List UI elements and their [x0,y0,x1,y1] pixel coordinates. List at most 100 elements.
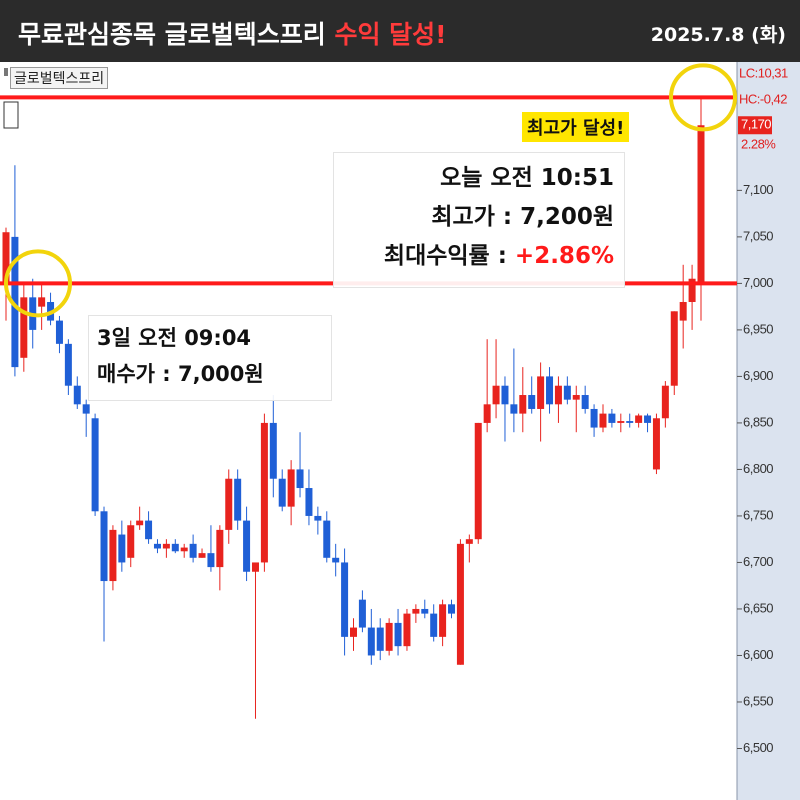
y-tick-label: 6,650 [743,600,773,615]
candle-body [563,385,571,400]
y-tick-label: 6,850 [743,414,773,429]
candle-body [679,301,687,321]
candle-body [73,385,81,405]
candle-body [136,520,144,526]
candle-body [100,511,108,582]
candle-body [546,376,554,405]
candle-body [385,622,393,651]
candle-body [599,413,607,428]
candle-body [635,415,643,423]
candle-body [697,125,705,284]
candle-body [590,408,598,428]
candle-body [439,604,447,637]
tab-label[interactable]: 글로벌텍스프리 [10,67,109,89]
buy-price: 매수가 : 7,000원 [97,362,264,386]
header-title: 무료관심종목 글로벌텍스프리 수익 달성! [18,15,447,51]
candle-body [652,418,660,470]
candle-body [198,553,206,558]
candle-body [430,613,438,637]
candle-body [278,478,286,507]
candle-body [528,395,536,409]
candle-body [207,553,215,568]
candle-body [367,627,375,656]
axis-bg [737,62,800,800]
y-tick-label: 6,800 [743,461,773,476]
candle-body [38,297,46,307]
candle-body [171,543,179,552]
candle-body [145,520,153,540]
candle-body [617,421,625,423]
candle-body [55,320,63,344]
title-highlight: 수익 달성! [334,20,447,49]
y-tick-label: 7,000 [743,275,773,290]
sell-price: 최고가 : 7,200원 [431,204,614,230]
candle-body [554,385,562,405]
candle-body [350,627,357,637]
candle-body [403,613,411,647]
highlight-circle [669,63,737,132]
icon [4,68,8,76]
candle-body [661,385,669,419]
candle-body [216,529,224,568]
candle-body [162,543,170,549]
last-change-label: 2.28% [741,137,776,152]
last-price-label: 7,170 [741,117,771,132]
return-label: 최대수익률 : [383,243,507,269]
return-value: +2.86% [514,243,614,269]
candle-body [501,385,509,405]
candle-body [572,395,580,400]
buy-time: 3일 오전 09:04 [97,326,252,350]
candle-body [2,232,10,284]
y-tick-label: 6,750 [743,507,773,522]
candle-body [510,404,518,414]
candle-body [421,608,429,614]
candle-body [109,529,117,582]
candle-body [519,395,527,414]
candle-body [412,608,420,614]
candle-body [314,515,322,521]
candle-body [341,562,349,637]
candle-body [581,395,589,409]
y-tick-label: 6,500 [743,740,773,755]
candle-body [118,534,126,563]
y-tick-label: 6,550 [743,693,773,708]
candle-body [448,604,456,614]
y-tick-label: 7,050 [743,228,773,243]
candle-body [153,543,161,549]
y-tick-label: 6,900 [743,368,773,383]
candle-body [91,418,99,512]
candle-body [537,376,545,409]
candle-body [465,539,473,544]
candle-body [626,421,634,423]
highlight-circle [4,249,72,318]
candle-body [332,557,340,563]
candle-body [358,599,366,628]
peak-badge: 최고가 달성! [522,112,630,142]
candle-body [11,236,19,368]
sell-box: 오늘 오전 10:51 최고가 : 7,200원 최대수익률 : +2.86% [333,152,625,288]
candle-body [234,478,242,521]
axis-note: HC:-0,42 [739,91,787,106]
candle-body [608,413,616,423]
candle-body [251,562,259,572]
candle-body [287,469,295,507]
candle-body [20,297,28,358]
candle-body [189,543,197,558]
candle-body [394,622,402,647]
y-tick-label: 6,950 [743,321,773,336]
candle-body [670,311,678,386]
buy-box: 3일 오전 09:04 매수가 : 7,000원 [88,315,332,401]
candle-body [644,415,652,423]
candle-body [492,385,500,405]
candle-body [64,343,72,386]
sell-time: 오늘 오전 10:51 [440,165,614,191]
candle-body [688,278,696,302]
candle-body [483,404,491,423]
candle-body [323,520,331,558]
candle-body [474,422,482,540]
candle-body [82,404,90,414]
sell-return: 최대수익률 : +2.86% [344,237,614,276]
candle-body [225,478,233,530]
candle-body [269,422,277,479]
candle-body [305,488,313,516]
